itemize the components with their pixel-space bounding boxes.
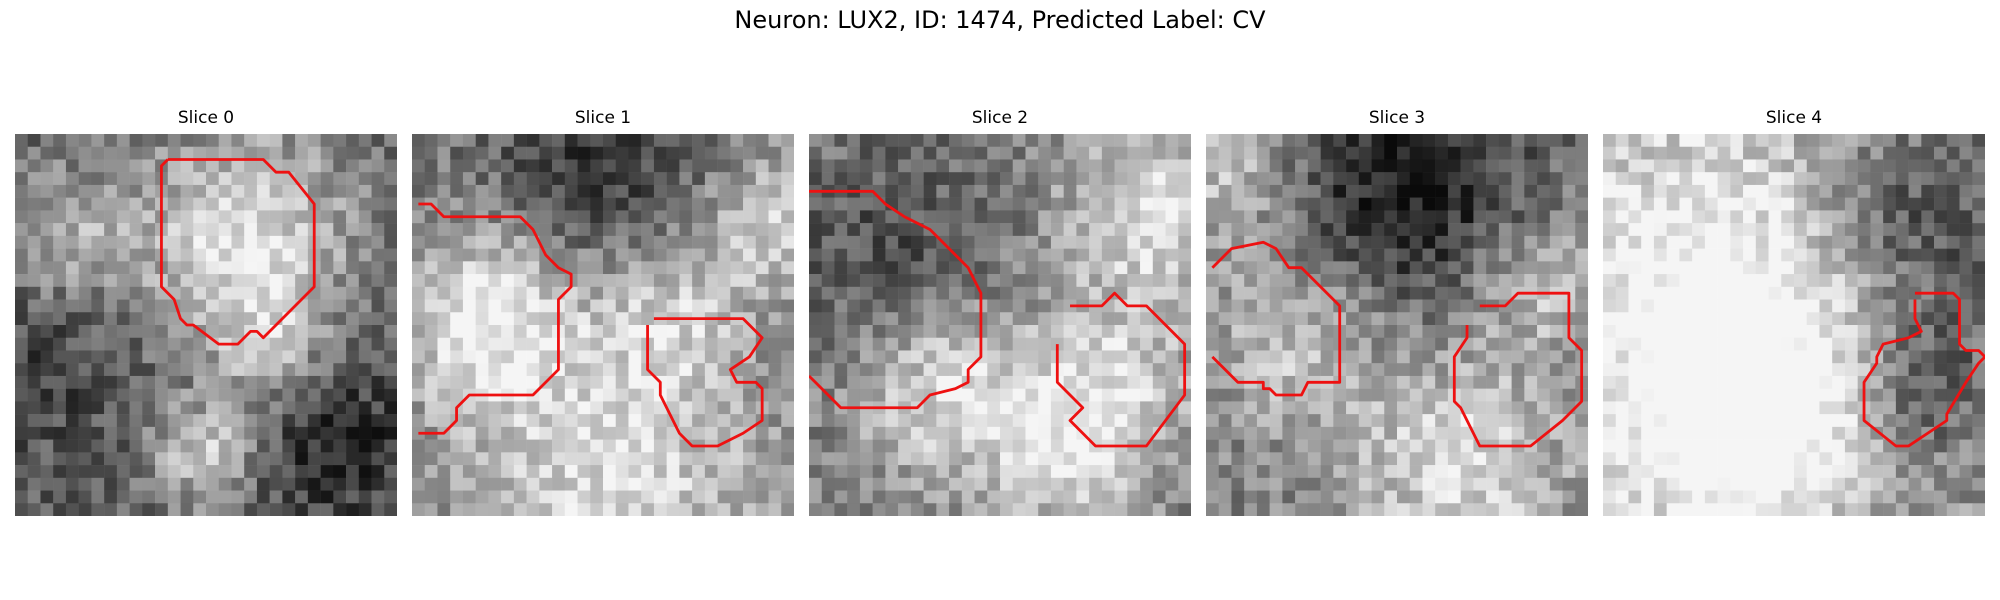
slice-4-canvas xyxy=(1603,134,1985,516)
slice-image-1 xyxy=(412,134,794,516)
panel-title-slice-0: Slice 0 xyxy=(15,108,397,128)
slice-image-2 xyxy=(809,134,1191,516)
slice-2-canvas xyxy=(809,134,1191,516)
slice-image-3 xyxy=(1206,134,1588,516)
slice-4-pixels xyxy=(1603,134,1985,516)
figure-title: Neuron: LUX2, ID: 1474, Predicted Label:… xyxy=(0,6,2000,34)
slice-3-pixels xyxy=(1206,134,1588,516)
slice-0-pixels xyxy=(15,134,397,516)
panel-title-slice-2: Slice 2 xyxy=(809,108,1191,128)
slice-3-canvas xyxy=(1206,134,1588,516)
slice-1-pixels xyxy=(412,134,794,516)
slice-0-canvas xyxy=(15,134,397,516)
panel-title-slice-1: Slice 1 xyxy=(412,108,794,128)
panel-title-slice-3: Slice 3 xyxy=(1206,108,1588,128)
slice-1-canvas xyxy=(412,134,794,516)
panel-title-slice-4: Slice 4 xyxy=(1603,108,1985,128)
slice-image-0 xyxy=(15,134,397,516)
slice-image-4 xyxy=(1603,134,1985,516)
